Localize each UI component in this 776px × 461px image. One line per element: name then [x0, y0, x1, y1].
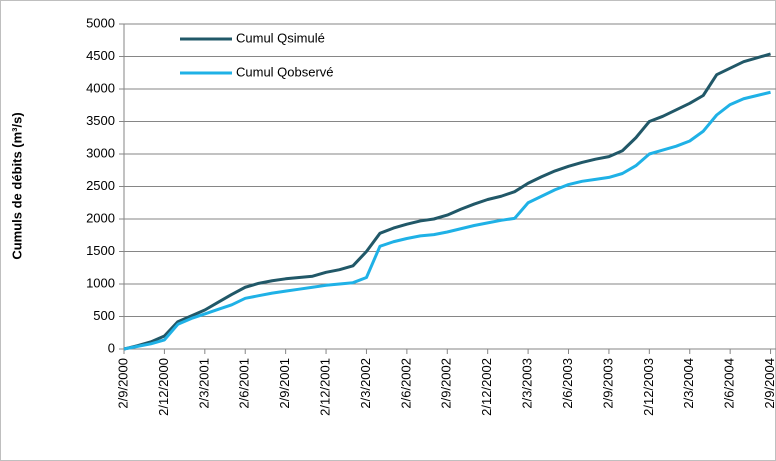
legend-label: Cumul Qobservé	[236, 64, 334, 79]
x-tick-label: 2/6/2003	[560, 358, 575, 409]
x-tick-label: 2/6/2001	[237, 358, 252, 409]
x-tick-label: 2/9/2000	[115, 358, 130, 409]
y-tick-label: 3000	[86, 145, 115, 160]
x-tick-label: 2/12/2002	[479, 358, 494, 416]
y-tick-label: 5000	[86, 15, 115, 30]
y-tick-label: 2000	[86, 210, 115, 225]
x-tick-label: 2/9/2001	[277, 358, 292, 409]
x-tick-label: 2/6/2002	[398, 358, 413, 409]
x-tick-label: 2/3/2002	[358, 358, 373, 409]
legend-label: Cumul Qsimulé	[236, 30, 325, 45]
series-line	[123, 90, 771, 351]
x-tick-label: 2/9/2004	[762, 358, 776, 409]
y-tick-label: 4000	[86, 80, 115, 95]
y-tick-label: 0	[108, 340, 115, 355]
x-tick-label: 2/12/2000	[156, 358, 171, 416]
x-tick-label: 2/9/2003	[600, 358, 615, 409]
y-tick-label: 3500	[86, 113, 115, 128]
y-axis-label: Cumuls de débits (m³/s)	[9, 112, 24, 259]
series-line	[123, 52, 771, 351]
x-tick-label: 2/3/2001	[196, 358, 211, 409]
x-tick-label: 2/9/2002	[439, 358, 454, 409]
y-tick-label: 1000	[86, 275, 115, 290]
x-tick-label: 2/3/2003	[520, 358, 535, 409]
y-tick-label: 1500	[86, 243, 115, 258]
x-tick-label: 2/3/2004	[681, 358, 696, 409]
y-tick-label: 4500	[86, 48, 115, 63]
x-tick-label: 2/12/2001	[317, 358, 332, 416]
y-tick-label: 2500	[86, 178, 115, 193]
x-tick-label: 2/6/2004	[722, 358, 737, 409]
y-tick-label: 500	[93, 308, 115, 323]
x-tick-label: 2/12/2003	[641, 358, 656, 416]
